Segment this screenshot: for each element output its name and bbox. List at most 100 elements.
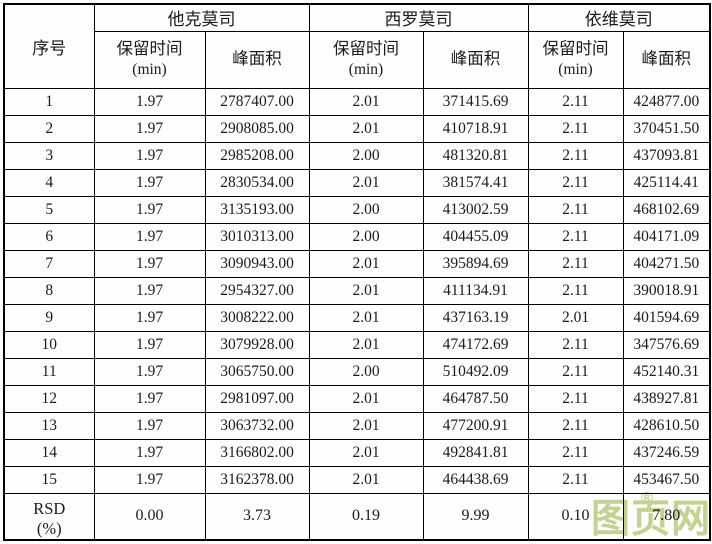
column-group-tacrolimus: 他克莫司	[93, 3, 310, 32]
cell-tacrolimus-peak-area: 3166802.00	[204, 438, 310, 467]
column-header-everolimus-retention: 保留时间 (min)	[527, 30, 624, 89]
cell-everolimus-retention-time: 2.11	[527, 276, 624, 305]
cell-everolimus-retention-time: 2.11	[527, 411, 624, 440]
cell-everolimus-retention-time: 2.11	[527, 87, 624, 116]
cell-sirolimus-retention-time: 2.01	[308, 303, 424, 332]
table-row: 3 1.97 2985208.00 2.00 481320.81 2.11 437093.8…	[3, 141, 711, 170]
cell-everolimus-peak-area: 404171.09	[622, 222, 711, 251]
cell-tacrolimus-peak-area: 3079928.00	[204, 330, 310, 359]
cell-sirolimus-retention-time: 2.01	[308, 276, 424, 305]
cell-sirolimus-peak-area: 395894.69	[422, 249, 529, 278]
cell-tacrolimus-retention-time: 1.97	[93, 222, 206, 251]
cell-sirolimus-retention-time: 2.01	[308, 411, 424, 440]
cell-tacrolimus-peak-area: 3010313.00	[204, 222, 310, 251]
cell-sirolimus-retention-time: 2.01	[308, 114, 424, 143]
cell-tacrolimus-peak-area: 3063732.00	[204, 411, 310, 440]
cell-tacrolimus-retention-time: 1.97	[93, 276, 206, 305]
cell-tacrolimus-retention-time: 1.97	[93, 465, 206, 494]
cell-sirolimus-retention-time: 2.01	[308, 330, 424, 359]
cell-sirolimus-peak-area: 492841.81	[422, 438, 529, 467]
retention-unit-label: (min)	[558, 61, 593, 79]
retention-unit-label: (min)	[132, 61, 167, 79]
table-row: 14 1.97 3166802.00 2.01 492841.81 2.11 437246.…	[3, 438, 711, 467]
cell-rsd-everolimus-area: 7.80	[622, 492, 711, 541]
cell-rsd-sirolimus-retention: 0.19	[308, 492, 424, 541]
cell-tacrolimus-retention-time: 1.97	[93, 357, 206, 386]
cell-everolimus-peak-area: 438927.81	[622, 384, 711, 413]
rsd-label-line1: RSD	[33, 498, 66, 518]
cell-everolimus-retention-time: 2.11	[527, 195, 624, 224]
cell-sirolimus-retention-time: 2.00	[308, 195, 424, 224]
cell-index: 3	[3, 141, 95, 170]
table-row: 4 1.97 2830534.00 2.01 381574.41 2.11 425114.4…	[3, 168, 711, 197]
cell-index: 1	[3, 87, 95, 116]
cell-tacrolimus-retention-time: 1.97	[93, 114, 206, 143]
cell-tacrolimus-peak-area: 2787407.00	[204, 87, 310, 116]
cell-index: 8	[3, 276, 95, 305]
cell-tacrolimus-retention-time: 1.97	[93, 141, 206, 170]
cell-index: 2	[3, 114, 95, 143]
cell-sirolimus-retention-time: 2.00	[308, 222, 424, 251]
cell-sirolimus-retention-time: 2.01	[308, 249, 424, 278]
table-footer: RSD (%) 0.00 3.73 0.19 9.99 0.10 7.80	[3, 492, 711, 541]
cell-tacrolimus-retention-time: 1.97	[93, 411, 206, 440]
cell-tacrolimus-peak-area: 3008222.00	[204, 303, 310, 332]
column-header-index: 序号	[3, 3, 95, 89]
rsd-row-label: RSD (%)	[3, 492, 95, 541]
cell-everolimus-retention-time: 2.11	[527, 114, 624, 143]
table-row: 6 1.97 3010313.00 2.00 404455.09 2.11 404171.0…	[3, 222, 711, 251]
retention-time-label: 保留时间	[333, 38, 399, 58]
cell-tacrolimus-retention-time: 1.97	[93, 87, 206, 116]
cell-everolimus-retention-time: 2.01	[527, 303, 624, 332]
table-row: 9 1.97 3008222.00 2.01 437163.19 2.01 401594.6…	[3, 303, 711, 332]
cell-sirolimus-retention-time: 2.01	[308, 384, 424, 413]
column-group-everolimus: 依维莫司	[527, 3, 711, 32]
table-row: 7 1.97 3090943.00 2.01 395894.69 2.11 404271.5…	[3, 249, 711, 278]
cell-sirolimus-retention-time: 2.00	[308, 357, 424, 386]
cell-everolimus-retention-time: 2.11	[527, 222, 624, 251]
cell-everolimus-peak-area: 428610.50	[622, 411, 711, 440]
table-row: 5 1.97 3135193.00 2.00 413002.59 2.11 468102.6…	[3, 195, 711, 224]
cell-tacrolimus-peak-area: 2954327.00	[204, 276, 310, 305]
cell-tacrolimus-peak-area: 3162378.00	[204, 465, 310, 494]
cell-everolimus-retention-time: 2.11	[527, 465, 624, 494]
cell-everolimus-peak-area: 452140.31	[622, 357, 711, 386]
cell-sirolimus-retention-time: 2.01	[308, 87, 424, 116]
cell-everolimus-peak-area: 437246.59	[622, 438, 711, 467]
cell-tacrolimus-retention-time: 1.97	[93, 195, 206, 224]
cell-sirolimus-peak-area: 371415.69	[422, 87, 529, 116]
retention-time-label: 保留时间	[542, 38, 609, 58]
cell-tacrolimus-peak-area: 2985208.00	[204, 141, 310, 170]
cell-everolimus-peak-area: 370451.50	[622, 114, 711, 143]
cell-everolimus-retention-time: 2.11	[527, 141, 624, 170]
cell-rsd-tacrolimus-retention: 0.00	[93, 492, 206, 541]
cell-index: 4	[3, 168, 95, 197]
cell-index: 9	[3, 303, 95, 332]
table-body: 1 1.97 2787407.00 2.01 371415.69 2.11 424877.0…	[3, 87, 711, 494]
table-header: 序号 他克莫司 西罗莫司 依维莫司 保留时间 (min) 峰面积 保留时间 (m…	[3, 3, 711, 89]
cell-rsd-sirolimus-area: 9.99	[422, 492, 529, 541]
group-header-row: 序号 他克莫司 西罗莫司 依维莫司	[3, 3, 711, 89]
cell-rsd-tacrolimus-area: 3.73	[204, 492, 310, 541]
table-row: 12 1.97 2981097.00 2.01 464787.50 2.11 438927.…	[3, 384, 711, 413]
cell-index: 12	[3, 384, 95, 413]
cell-sirolimus-peak-area: 464438.69	[422, 465, 529, 494]
cell-everolimus-peak-area: 453467.50	[622, 465, 711, 494]
column-header-tacrolimus-retention: 保留时间 (min)	[93, 30, 206, 89]
cell-tacrolimus-retention-time: 1.97	[93, 303, 206, 332]
cell-tacrolimus-retention-time: 1.97	[93, 249, 206, 278]
cell-sirolimus-retention-time: 2.00	[308, 141, 424, 170]
retention-unit-label: (min)	[348, 61, 384, 79]
cell-index: 6	[3, 222, 95, 251]
cell-tacrolimus-peak-area: 2908085.00	[204, 114, 310, 143]
table-row: 15 1.97 3162378.00 2.01 464438.69 2.11 453467.…	[3, 465, 711, 494]
cell-sirolimus-retention-time: 2.01	[308, 465, 424, 494]
cell-sirolimus-retention-time: 2.01	[308, 168, 424, 197]
table-row: 13 1.97 3063732.00 2.01 477200.91 2.11 428610.…	[3, 411, 711, 440]
cell-everolimus-retention-time: 2.11	[527, 357, 624, 386]
cell-sirolimus-peak-area: 464787.50	[422, 384, 529, 413]
cell-tacrolimus-peak-area: 3065750.00	[204, 357, 310, 386]
column-header-everolimus-area: 峰面积	[622, 30, 711, 89]
cell-tacrolimus-peak-area: 3090943.00	[204, 249, 310, 278]
